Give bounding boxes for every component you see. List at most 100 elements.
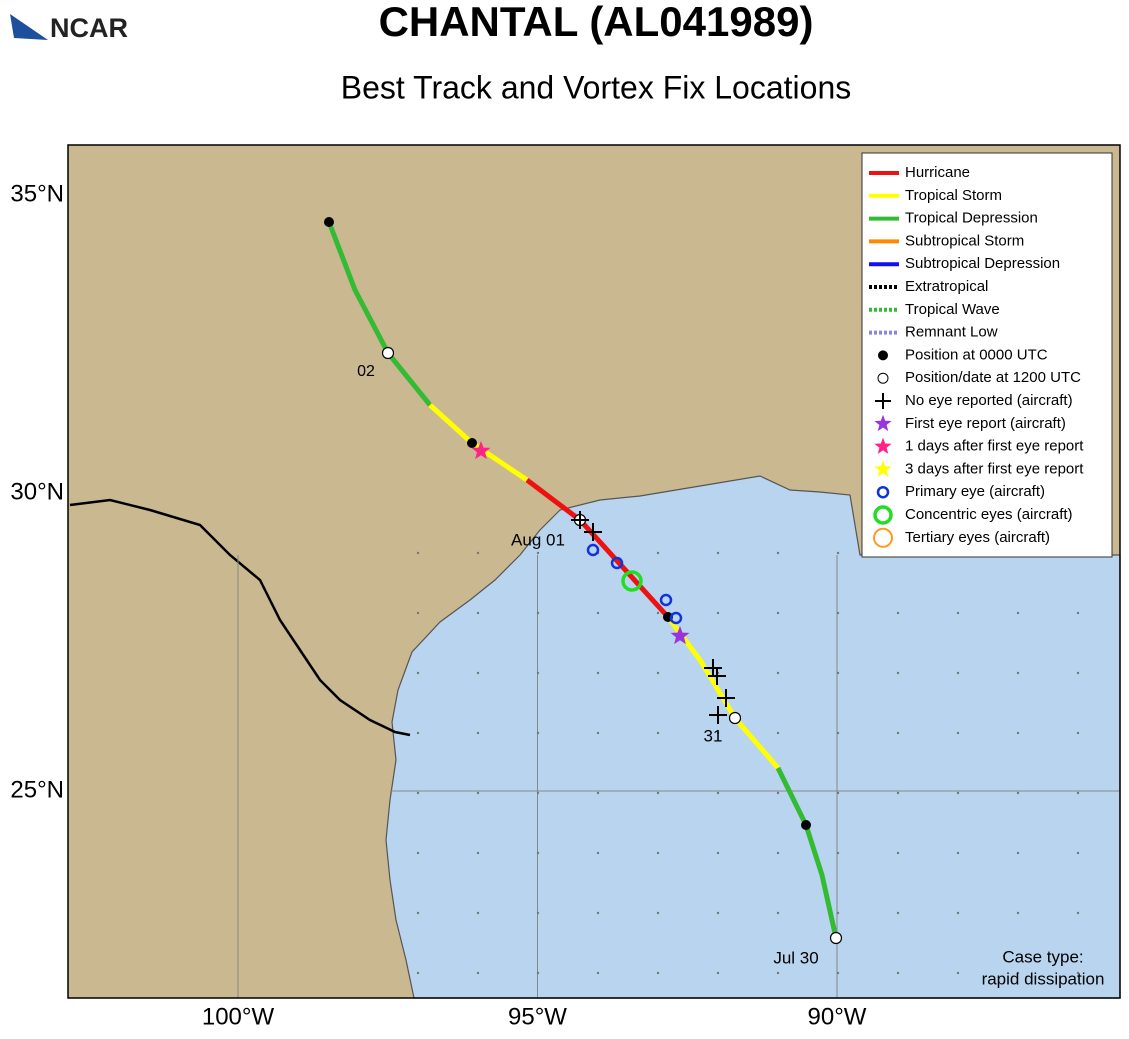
grid-dot xyxy=(596,971,600,975)
grid-dot xyxy=(716,971,720,975)
grid-dot xyxy=(536,971,540,975)
grid-dot xyxy=(716,911,720,915)
grid-dot xyxy=(1076,731,1080,735)
track-label: Aug 01 xyxy=(511,530,565,549)
grid-dot xyxy=(416,791,420,795)
grid-dot xyxy=(836,851,840,855)
grid-dot xyxy=(1076,671,1080,675)
grid-dot xyxy=(896,671,900,675)
grid-dot xyxy=(536,851,540,855)
legend-entry: First eye report (aircraft) xyxy=(905,415,1066,432)
legend-entry: No eye reported (aircraft) xyxy=(905,392,1073,409)
grid-dot xyxy=(776,851,780,855)
grid-dot xyxy=(956,971,960,975)
grid-dot xyxy=(656,551,660,555)
primary-eye xyxy=(610,556,624,570)
grid-dot xyxy=(956,731,960,735)
position-0000 xyxy=(467,438,477,448)
legend-entry: Extratropical xyxy=(905,278,988,295)
graticule xyxy=(237,551,1120,998)
legend-entry: Tropical Depression xyxy=(905,210,1038,227)
grid-dot xyxy=(416,551,420,555)
track-segment xyxy=(326,221,432,407)
grid-dot xyxy=(716,851,720,855)
legend-dot xyxy=(877,372,889,384)
lat-label: 30°N xyxy=(10,478,64,505)
logo-text: NCAR xyxy=(50,13,128,43)
grid-dot xyxy=(836,731,840,735)
grid-dot xyxy=(536,731,540,735)
legend-dot xyxy=(878,350,888,361)
track-label: 02 xyxy=(357,363,375,380)
grid-dot xyxy=(956,851,960,855)
track-label: 31 xyxy=(704,726,723,745)
grid-dot xyxy=(896,971,900,975)
grid-dot xyxy=(1016,971,1020,975)
grid-dot xyxy=(536,671,540,675)
grid-dot xyxy=(596,911,600,915)
no-eye-cross xyxy=(708,667,726,685)
grid-dot xyxy=(1076,911,1080,915)
legend-entry: Tropical Storm xyxy=(905,187,1002,204)
grid-dot xyxy=(716,731,720,735)
track-segment xyxy=(775,766,839,939)
legend-entry: Primary eye (aircraft) xyxy=(905,483,1045,500)
position-1200 xyxy=(829,931,843,945)
grid-dot xyxy=(1016,611,1020,615)
grid-dot xyxy=(1016,671,1020,675)
grid-dot xyxy=(416,911,420,915)
grid-dot xyxy=(596,791,600,795)
grid-dot xyxy=(536,791,540,795)
grid-dot xyxy=(1016,851,1020,855)
position-0000 xyxy=(801,820,811,830)
grid-dot xyxy=(596,611,600,615)
grid-dot xyxy=(656,731,660,735)
primary-eye xyxy=(659,593,673,607)
grid-dot xyxy=(476,671,480,675)
grid-dot xyxy=(896,791,900,795)
legend-eye xyxy=(873,505,893,525)
grid-dot xyxy=(476,551,480,555)
position-1200 xyxy=(381,346,395,360)
grid-dot xyxy=(776,911,780,915)
grid-dot xyxy=(416,851,420,855)
grid-dot xyxy=(1016,791,1020,795)
case-type: Case type: xyxy=(1002,947,1083,966)
grid-dot xyxy=(596,851,600,855)
grid-dot xyxy=(476,611,480,615)
grid-dot xyxy=(776,971,780,975)
grid-dot xyxy=(836,911,840,915)
legend-entry: Subtropical Depression xyxy=(905,255,1060,272)
legend-box xyxy=(861,152,1113,558)
no-eye-cross xyxy=(709,706,727,724)
legend-entry: Tertiary eyes (aircraft) xyxy=(905,529,1050,546)
grid-dot xyxy=(476,971,480,975)
grid-dot xyxy=(416,971,420,975)
legend-entry: Subtropical Storm xyxy=(905,232,1024,249)
grid-dot xyxy=(476,791,480,795)
grid-dot xyxy=(776,671,780,675)
lon-label: 95°W xyxy=(508,1003,567,1030)
star xyxy=(670,626,690,645)
lon-label: 100°W xyxy=(202,1003,275,1030)
legend-entry: Concentric eyes (aircraft) xyxy=(905,506,1073,523)
legend-entry: Position at 0000 UTC xyxy=(905,346,1048,363)
grid-dot xyxy=(836,791,840,795)
concentric-eye xyxy=(621,570,643,592)
lat-label: 25°N xyxy=(10,776,64,803)
grid-dot xyxy=(536,611,540,615)
grid-dot xyxy=(896,731,900,735)
logo: NCAR xyxy=(10,13,128,43)
grid-dot xyxy=(416,671,420,675)
map-frame xyxy=(67,144,1121,999)
legend-entry: Position/date at 1200 UTC xyxy=(905,369,1081,386)
lat-label: 35°N xyxy=(10,180,64,207)
grid-dot xyxy=(416,611,420,615)
grid-dot xyxy=(896,851,900,855)
grid-dot xyxy=(656,611,660,615)
grid-dot xyxy=(1076,971,1080,975)
legend: Hurricane Tropical Storm Tropical Depressi… xyxy=(861,152,1113,558)
subtitle: Best Track and Vortex Fix Locations xyxy=(341,69,851,105)
grid-dot xyxy=(896,611,900,615)
